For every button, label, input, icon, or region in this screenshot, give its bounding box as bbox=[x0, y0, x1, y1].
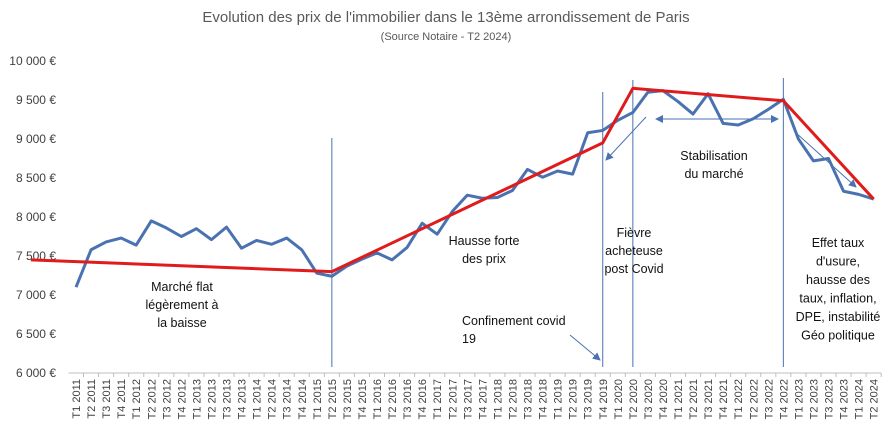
x-tick-label: T1 2017 bbox=[432, 379, 444, 419]
x-tick-label: T2 2013 bbox=[206, 379, 218, 419]
x-tick-label: T4 2022 bbox=[778, 379, 790, 419]
x-tick-label: T2 2018 bbox=[507, 379, 519, 419]
annotation-line: Géo politique bbox=[801, 329, 875, 343]
x-tick-label: T2 2022 bbox=[748, 379, 760, 419]
x-axis: T1 2011 T2 2011 T3 2011 T4 2011 T1 2012 T2 20… bbox=[68, 372, 882, 419]
x-tick-label: T4 2018 bbox=[538, 379, 550, 419]
x-tick-label: T1 2019 bbox=[553, 379, 565, 419]
y-tick-label: 9 000 € bbox=[16, 132, 56, 146]
x-tick-label: T1 2024 bbox=[854, 379, 866, 419]
annotation-line: post Covid bbox=[604, 262, 663, 276]
x-tick-label: T3 2020 bbox=[643, 379, 655, 419]
annotation-text: Fièvre acheteuse post Covid bbox=[604, 226, 663, 276]
annotation-line: Fièvre bbox=[617, 226, 652, 240]
annotation-arrow bbox=[569, 334, 601, 361]
x-tick-label: T4 2012 bbox=[176, 379, 188, 419]
x-tick-label: T4 2014 bbox=[297, 379, 309, 419]
chart-title: Evolution des prix de l'immobilier dans … bbox=[202, 9, 689, 26]
annotation-line: Effet taux bbox=[812, 236, 865, 250]
annotation-line: Hausse forte bbox=[449, 234, 520, 248]
x-tick-label: T1 2012 bbox=[131, 379, 143, 419]
x-tick-label: T4 2015 bbox=[357, 379, 369, 419]
annotation-text: Effet taux d'usure, hausse des taux, inflat… bbox=[796, 236, 881, 343]
x-tick-label: T4 2011 bbox=[116, 379, 128, 419]
x-tick-label: T3 2019 bbox=[583, 379, 595, 419]
y-tick-label: 9 500 € bbox=[16, 93, 56, 107]
vertical-markers bbox=[331, 78, 784, 367]
x-tick-label: T3 2017 bbox=[462, 379, 474, 419]
x-tick-label: T3 2016 bbox=[402, 379, 414, 419]
x-tick-label: T2 2012 bbox=[146, 379, 158, 419]
x-tick-label: T2 2014 bbox=[267, 379, 279, 419]
x-tick-label: T1 2021 bbox=[673, 379, 685, 419]
x-tick-label: T2 2024 bbox=[869, 379, 881, 419]
x-tick-label: T1 2016 bbox=[372, 379, 384, 419]
annotation-text: Stabilisation du marché bbox=[680, 149, 747, 181]
annotation-arrow bbox=[794, 131, 857, 188]
y-axis: 6 000 €6 500 €7 000 €7 500 €8 000 €8 500… bbox=[9, 54, 56, 380]
x-tick-label: T2 2020 bbox=[628, 379, 640, 419]
x-tick-label: T4 2023 bbox=[839, 379, 851, 419]
y-tick-label: 8 500 € bbox=[16, 171, 56, 185]
price-series-line bbox=[74, 89, 875, 288]
x-tick-label: T3 2022 bbox=[763, 379, 775, 419]
y-tick-label: 6 000 € bbox=[16, 366, 56, 380]
chart-subtitle: (Source Notaire - T2 2024) bbox=[381, 31, 512, 43]
annotation-line: d'usure, bbox=[816, 255, 860, 269]
annotation-text: Hausse forte des prix bbox=[449, 234, 520, 266]
x-tick-label: T3 2012 bbox=[161, 379, 173, 419]
annotation-text: Marché flat légèrement à la baisse bbox=[146, 280, 219, 330]
annotation-line: DPE, instabilité bbox=[796, 310, 881, 324]
x-tick-label: T2 2023 bbox=[808, 379, 820, 419]
x-tick-label: T2 2015 bbox=[327, 379, 339, 419]
annotation-line: taux, inflation, bbox=[799, 292, 876, 306]
annotation-line: 19 bbox=[462, 332, 476, 346]
annotation-line: hausse des bbox=[806, 273, 870, 287]
annotation-arrow bbox=[605, 116, 647, 161]
x-tick-label: T4 2019 bbox=[598, 379, 610, 419]
x-tick-label: T3 2023 bbox=[824, 379, 836, 419]
x-tick-label: T3 2018 bbox=[523, 379, 535, 419]
x-tick-label: T4 2020 bbox=[658, 379, 670, 419]
annotation-line: Confinement covid bbox=[462, 314, 566, 328]
x-tick-label: T1 2022 bbox=[733, 379, 745, 419]
trend-series-line bbox=[30, 86, 875, 274]
x-tick-label: T2 2019 bbox=[568, 379, 580, 419]
x-tick-label: T1 2015 bbox=[312, 379, 324, 419]
annotation-line: acheteuse bbox=[605, 244, 663, 258]
y-tick-label: 10 000 € bbox=[9, 54, 56, 68]
x-tick-label: T1 2011 bbox=[71, 379, 83, 419]
x-tick-label: T3 2014 bbox=[282, 379, 294, 419]
x-tick-label: T1 2023 bbox=[793, 379, 805, 419]
x-tick-label: T3 2011 bbox=[101, 379, 113, 419]
x-tick-label: T3 2021 bbox=[703, 379, 715, 419]
annotation-line: légèrement à bbox=[146, 298, 219, 312]
annotation-line: la baisse bbox=[157, 316, 206, 330]
annotation-line: Stabilisation bbox=[680, 149, 747, 163]
y-tick-label: 6 500 € bbox=[16, 327, 56, 341]
x-tick-label: T4 2016 bbox=[417, 379, 429, 419]
x-tick-label: T1 2013 bbox=[191, 379, 203, 419]
annotation-line: du marché bbox=[684, 167, 743, 181]
x-tick-label: T1 2020 bbox=[613, 379, 625, 419]
x-tick-label: T2 2011 bbox=[86, 379, 98, 419]
x-tick-label: T1 2014 bbox=[252, 379, 264, 419]
x-tick-label: T4 2013 bbox=[237, 379, 249, 419]
annotation-line: des prix bbox=[462, 252, 507, 266]
x-tick-label: T1 2018 bbox=[492, 379, 504, 419]
x-tick-label: T3 2013 bbox=[222, 379, 234, 419]
y-tick-label: 7 000 € bbox=[16, 288, 56, 302]
annotations: Marché flat légèrement à la baisse Hausse f… bbox=[146, 149, 881, 346]
x-tick-label: T2 2017 bbox=[447, 379, 459, 419]
x-tick-label: T4 2017 bbox=[477, 379, 489, 419]
annotation-text: Confinement covid 19 bbox=[462, 314, 566, 346]
annotation-arrows bbox=[569, 115, 857, 361]
x-tick-label: T2 2016 bbox=[387, 379, 399, 419]
x-tick-label: T2 2021 bbox=[688, 379, 700, 419]
x-tick-label: T3 2015 bbox=[342, 379, 354, 419]
y-tick-label: 8 000 € bbox=[16, 210, 56, 224]
annotation-line: Marché flat bbox=[151, 280, 213, 294]
x-tick-label: T4 2021 bbox=[718, 379, 730, 419]
